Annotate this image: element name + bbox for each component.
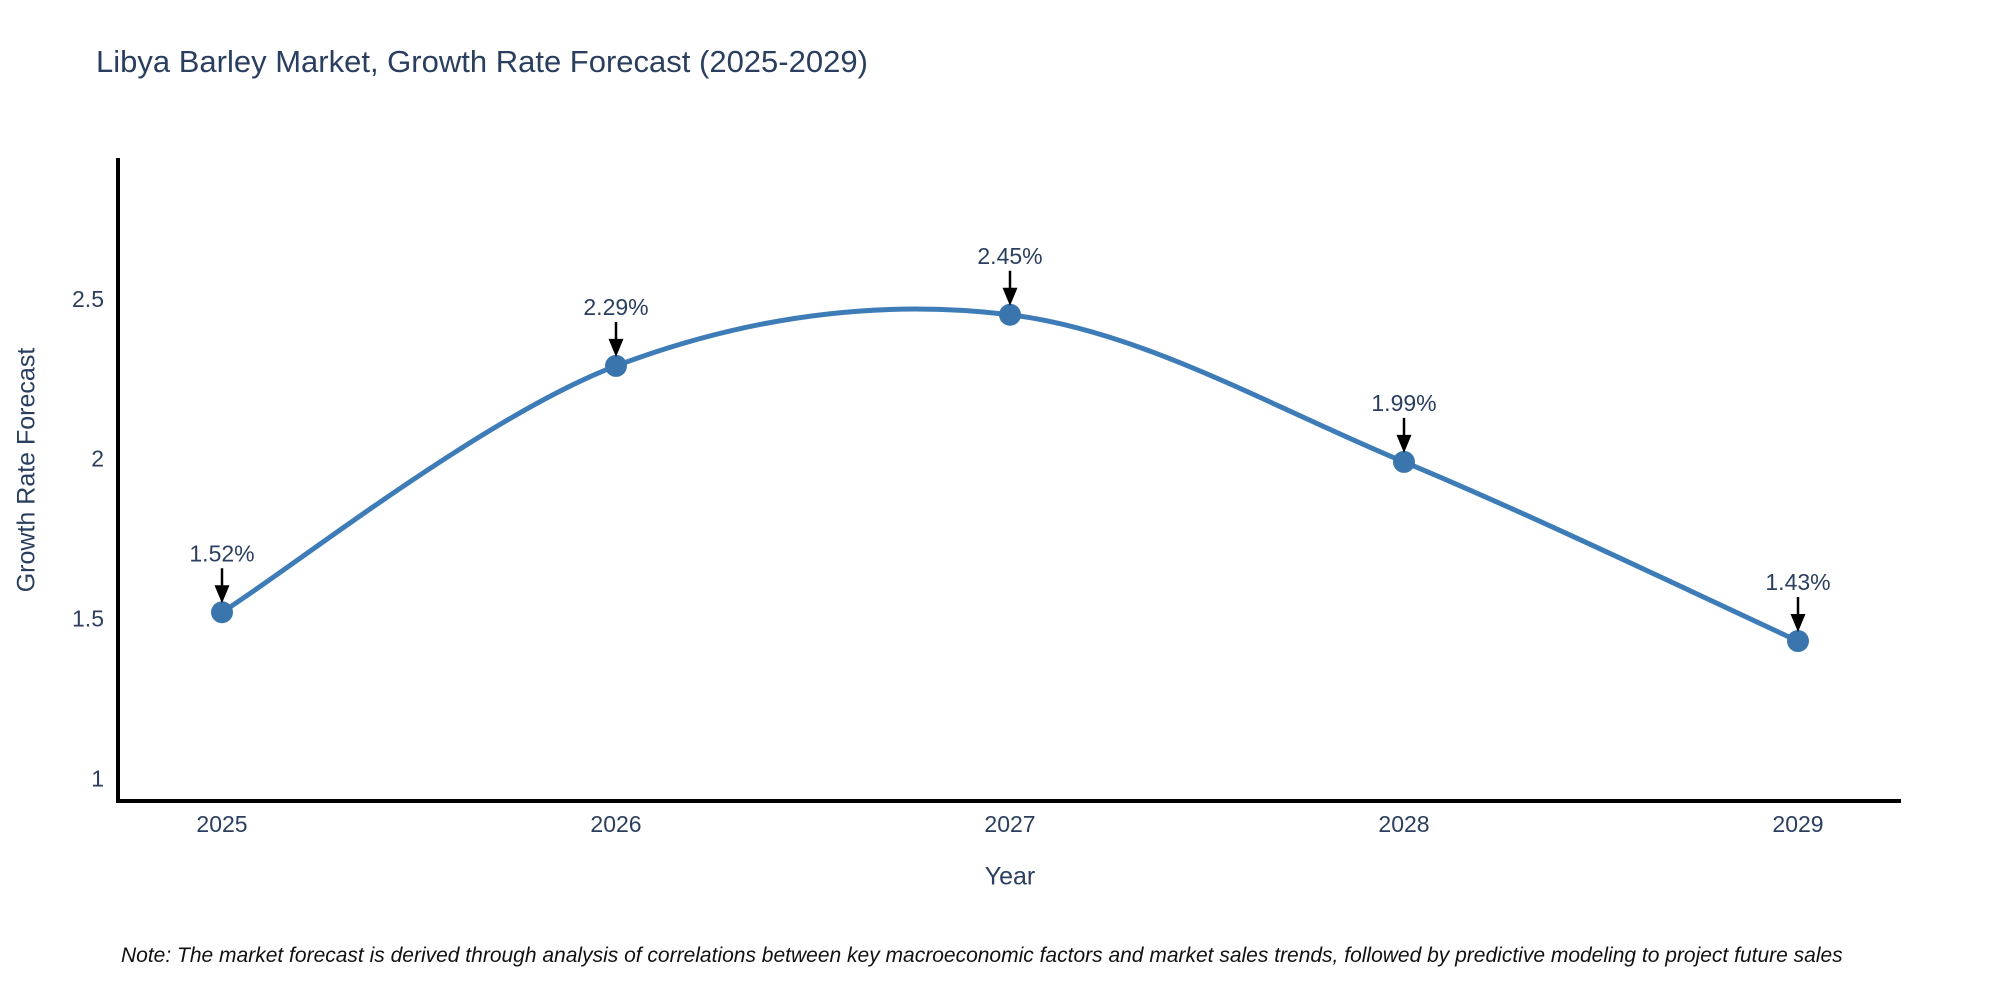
x-tick-label: 2025 (196, 811, 247, 837)
data-point-label: 2.29% (583, 294, 648, 320)
x-axis-title: Year (984, 862, 1036, 891)
annotation-arrow-head (214, 585, 230, 604)
x-tick-label: 2029 (1772, 811, 1823, 837)
x-tick-label: 2027 (984, 811, 1035, 837)
data-point-marker (211, 601, 233, 624)
x-tick-label: 2026 (590, 811, 641, 837)
data-point-marker (999, 303, 1021, 326)
data-point-marker (605, 354, 627, 377)
data-point-marker (1393, 450, 1415, 473)
annotation-arrow-head (1396, 434, 1412, 453)
chart-title: Libya Barley Market, Growth Rate Forecas… (96, 44, 868, 79)
data-point-label: 2.45% (977, 243, 1042, 269)
data-point-label: 1.52% (189, 540, 254, 566)
data-point-label: 1.99% (1371, 390, 1436, 416)
axes-lines (116, 158, 1901, 803)
x-tick-label: 2028 (1378, 811, 1429, 837)
trend-line (220, 306, 1800, 644)
annotation-arrow-head (1002, 287, 1018, 306)
y-tick-label: 2 (91, 446, 104, 472)
y-tick-label: 1.5 (72, 606, 104, 632)
annotation-arrow-head (1790, 614, 1806, 633)
annotation-arrow-head (608, 338, 624, 357)
data-point-label: 1.43% (1765, 569, 1830, 595)
data-point-marker (1787, 630, 1809, 653)
footnote: Note: The market forecast is derived thr… (121, 944, 1843, 967)
y-tick-label: 1 (91, 766, 104, 792)
y-tick-label: 2.5 (72, 286, 104, 312)
